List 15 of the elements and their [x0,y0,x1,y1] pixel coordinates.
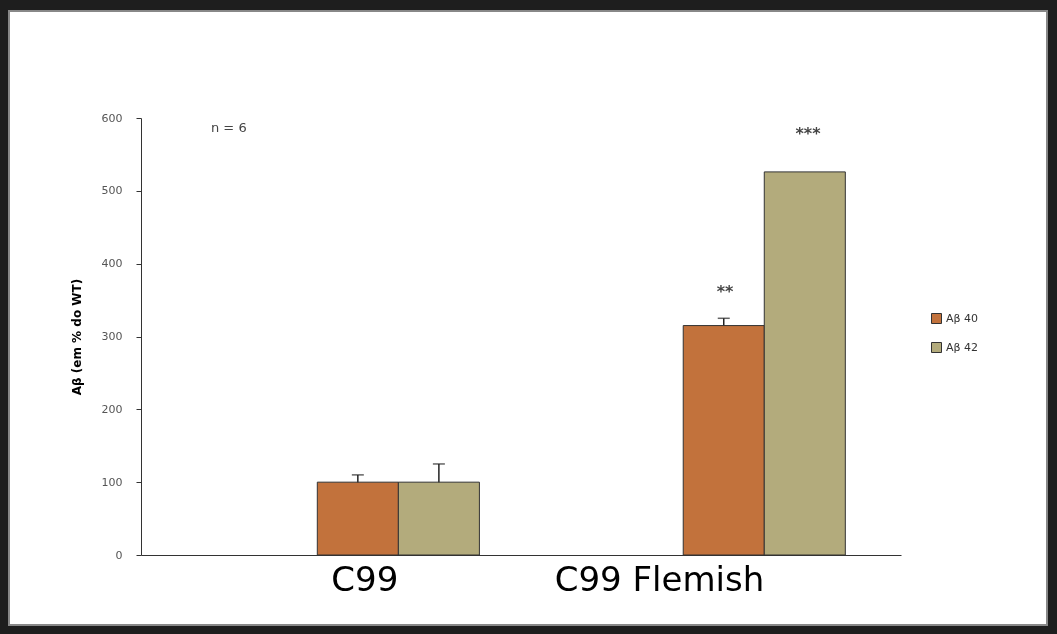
y-tick-label: 400 [101,257,123,271]
y-tick-label: 100 [101,475,123,489]
annotation: *** [795,124,822,143]
y-axis-title: Aβ (em % do WT) [69,278,84,396]
y-tick-label: 600 [101,111,123,125]
y-tick-label: 300 [101,330,123,343]
x-tick-label: C99 [331,558,399,599]
annotation: ** [716,282,734,301]
x-tick-label: C99 Flemish [554,558,765,599]
y-tick-label: 200 [101,402,123,416]
annotation: n = 6 [211,120,247,135]
y-tick-label: 500 [101,184,123,198]
legend-label: Aβ 42 [946,340,979,354]
y-tick-label: 0 [115,548,123,562]
legend-label: Aβ 40 [946,311,979,325]
